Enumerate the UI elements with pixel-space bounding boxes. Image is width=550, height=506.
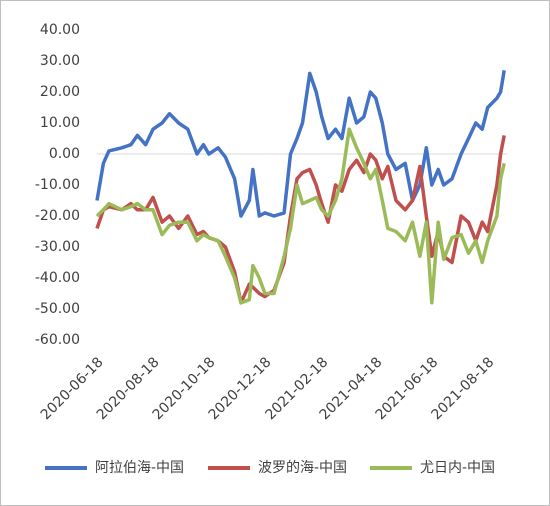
- series-line: [95, 70, 506, 218]
- y-tick-label: -30.00: [35, 239, 80, 255]
- y-tick-label: 20.00: [40, 84, 80, 100]
- y-tick-label: -20.00: [35, 208, 80, 224]
- y-tick-label: -10.00: [35, 177, 80, 193]
- series-line: [95, 127, 506, 305]
- y-tick-label: -40.00: [35, 270, 80, 286]
- legend-label: 波罗的海-中国: [258, 460, 347, 476]
- y-tick-label: 0.00: [49, 146, 80, 162]
- y-tick-label: 10.00: [40, 115, 80, 131]
- y-tick-label: 40.00: [40, 22, 80, 38]
- y-tick-label: -50.00: [35, 301, 80, 317]
- legend-label: 尤日内-中国: [420, 460, 495, 476]
- y-tick-label: 30.00: [40, 53, 80, 69]
- legend-label: 阿拉伯海-中国: [95, 460, 184, 476]
- y-tick-label: -60.00: [35, 332, 80, 348]
